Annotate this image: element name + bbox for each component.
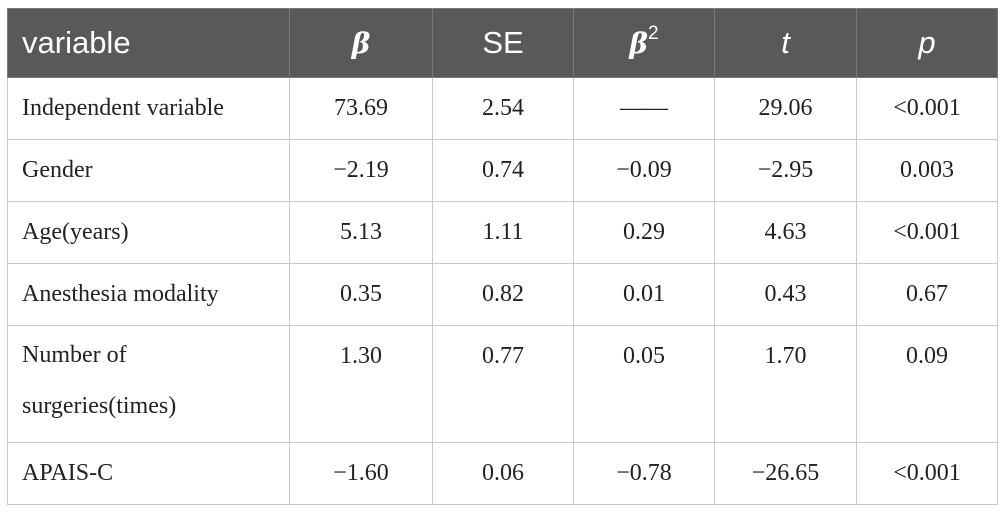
t-symbol: t <box>781 25 790 60</box>
cell-p: <0.001 <box>856 201 998 264</box>
header-p: p <box>856 8 998 78</box>
regression-table: variable β SE β2 t p Independent variabl… <box>7 8 998 505</box>
cell-se: 2.54 <box>432 77 574 140</box>
header-t: t <box>714 8 857 78</box>
cell-beta2: 0.29 <box>573 201 715 264</box>
header-beta: β <box>289 8 433 78</box>
row-label: Anesthesia modality <box>7 263 290 326</box>
header-variable: variable <box>7 8 290 78</box>
row-label: APAIS-C <box>7 442 290 505</box>
cell-se: 0.77 <box>432 325 574 443</box>
cell-beta2: 0.05 <box>573 325 715 443</box>
cell-beta2: 0.01 <box>573 263 715 326</box>
cell-beta: 73.69 <box>289 77 433 140</box>
cell-beta2: −0.09 <box>573 139 715 202</box>
row-label-line1: Number of <box>22 342 127 368</box>
cell-t: 0.43 <box>714 263 857 326</box>
header-se: SE <box>432 8 574 78</box>
cell-beta: −1.60 <box>289 442 433 505</box>
cell-p: <0.001 <box>856 442 998 505</box>
row-label: Number of surgeries(times) <box>7 325 290 443</box>
cell-beta: 5.13 <box>289 201 433 264</box>
cell-se: 1.11 <box>432 201 574 264</box>
table-row: Number of surgeries(times) 1.30 0.77 0.05… <box>7 325 998 443</box>
table-row: APAIS-C −1.60 0.06 −0.78 −26.65 <0.001 <box>7 442 998 505</box>
cell-t: −26.65 <box>714 442 857 505</box>
row-label: Independent variable <box>7 77 290 140</box>
p-symbol: p <box>918 25 936 60</box>
cell-beta: −2.19 <box>289 139 433 202</box>
beta2-symbol: β <box>629 27 648 60</box>
beta2-superscript: 2 <box>648 23 659 44</box>
cell-beta: 1.30 <box>289 325 433 443</box>
row-label-line2: surgeries(times) <box>22 393 177 419</box>
cell-beta2: —— <box>573 77 715 140</box>
table-row: Independent variable 73.69 2.54 —— 29.06… <box>7 77 998 140</box>
cell-p: 0.67 <box>856 263 998 326</box>
cell-p: <0.001 <box>856 77 998 140</box>
table-row: Anesthesia modality 0.35 0.82 0.01 0.43 … <box>7 263 998 326</box>
cell-beta2: −0.78 <box>573 442 715 505</box>
table-row: Gender −2.19 0.74 −0.09 −2.95 0.003 <box>7 139 998 202</box>
cell-beta: 0.35 <box>289 263 433 326</box>
cell-t: −2.95 <box>714 139 857 202</box>
beta-symbol: β <box>351 27 371 60</box>
cell-se: 0.74 <box>432 139 574 202</box>
cell-t: 29.06 <box>714 77 857 140</box>
row-label: Gender <box>7 139 290 202</box>
cell-p: 0.003 <box>856 139 998 202</box>
row-label: Age(years) <box>7 201 290 264</box>
cell-se: 0.82 <box>432 263 574 326</box>
cell-se: 0.06 <box>432 442 574 505</box>
table-row: Age(years) 5.13 1.11 0.29 4.63 <0.001 <box>7 201 998 264</box>
header-beta-squared: β2 <box>573 8 715 78</box>
cell-t: 1.70 <box>714 325 857 443</box>
cell-t: 4.63 <box>714 201 857 264</box>
table-header-row: variable β SE β2 t p <box>7 8 998 78</box>
cell-p: 0.09 <box>856 325 998 443</box>
